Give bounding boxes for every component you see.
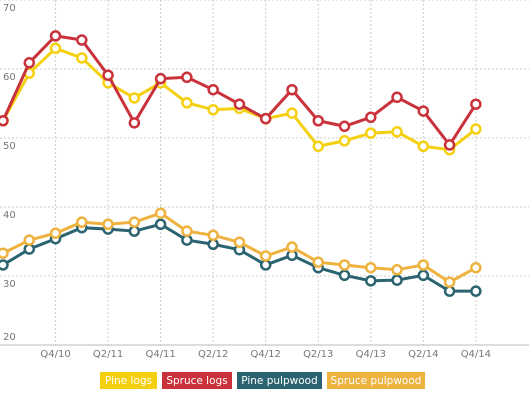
legend-item: Pine logs bbox=[100, 372, 157, 389]
data-point bbox=[338, 259, 351, 271]
data-point bbox=[181, 71, 193, 84]
data-point bbox=[417, 105, 430, 117]
data-point bbox=[365, 127, 377, 139]
data-point bbox=[417, 269, 430, 282]
y-tick-label: 20 bbox=[3, 332, 16, 343]
legend-item: Pine pulpwood bbox=[237, 372, 322, 389]
data-point bbox=[338, 120, 351, 133]
x-tick-label: Q2/14 bbox=[408, 349, 438, 360]
data-point bbox=[391, 91, 403, 104]
legend-item: Spruce logs bbox=[162, 372, 232, 389]
data-point bbox=[128, 92, 141, 104]
data-point bbox=[23, 243, 36, 255]
data-point bbox=[443, 139, 456, 151]
data-point bbox=[470, 123, 482, 135]
legend-label: Pine logs bbox=[105, 375, 152, 387]
data-point bbox=[233, 98, 246, 110]
legend-swatch bbox=[162, 372, 232, 389]
x-tick-label: Q2/11 bbox=[93, 349, 123, 360]
data-point bbox=[207, 238, 219, 251]
data-point bbox=[207, 103, 219, 116]
data-point bbox=[181, 225, 193, 237]
data-point bbox=[338, 135, 351, 147]
data-point bbox=[286, 241, 298, 253]
data-point bbox=[470, 285, 482, 297]
data-point bbox=[259, 259, 272, 271]
series-line bbox=[1, 34, 478, 148]
data-point bbox=[417, 140, 430, 153]
legend-label: Spruce logs bbox=[166, 375, 227, 387]
legend-swatch bbox=[100, 372, 157, 389]
data-point bbox=[154, 218, 167, 230]
data-point bbox=[286, 83, 298, 96]
data-point bbox=[443, 276, 456, 288]
data-point bbox=[0, 115, 9, 127]
data-point bbox=[154, 207, 167, 219]
x-tick-label: Q2/12 bbox=[198, 349, 228, 360]
x-tick-label: Q4/10 bbox=[40, 349, 70, 360]
data-point bbox=[76, 52, 88, 64]
data-point bbox=[128, 117, 141, 129]
data-point bbox=[49, 227, 62, 239]
x-tick-label: Q4/13 bbox=[356, 349, 386, 360]
data-point bbox=[338, 269, 351, 282]
data-point bbox=[391, 274, 403, 286]
data-point bbox=[207, 229, 219, 242]
legend-label: Spruce pulpwood bbox=[331, 375, 422, 387]
data-point bbox=[181, 234, 193, 246]
y-tick-label: 50 bbox=[3, 141, 16, 152]
data-point bbox=[312, 140, 324, 153]
y-tick-label: 40 bbox=[3, 210, 16, 221]
data-point bbox=[23, 234, 36, 246]
data-point bbox=[207, 83, 219, 96]
x-tick-label: Q4/11 bbox=[145, 349, 175, 360]
data-point bbox=[259, 112, 272, 125]
data-point bbox=[365, 261, 377, 274]
data-point bbox=[259, 250, 272, 262]
data-point bbox=[154, 72, 167, 85]
x-tick-label: Q2/13 bbox=[303, 349, 333, 360]
y-tick-label: 60 bbox=[3, 72, 16, 83]
data-point bbox=[312, 115, 324, 127]
data-point bbox=[0, 259, 9, 271]
data-point bbox=[391, 264, 403, 276]
y-tick-label: 70 bbox=[3, 3, 16, 14]
data-point bbox=[365, 111, 377, 124]
data-point bbox=[365, 275, 377, 287]
data-point bbox=[391, 126, 403, 138]
legend-swatch bbox=[237, 372, 322, 389]
data-point bbox=[102, 69, 114, 81]
data-point bbox=[49, 42, 62, 55]
data-point bbox=[49, 30, 62, 42]
y-tick-label: 30 bbox=[3, 279, 16, 290]
data-point bbox=[233, 236, 246, 248]
data-point bbox=[76, 34, 88, 46]
data-point bbox=[128, 225, 141, 237]
data-point bbox=[312, 256, 324, 268]
x-tick-label: Q4/14 bbox=[461, 349, 491, 360]
data-point bbox=[470, 261, 482, 274]
data-point bbox=[286, 107, 298, 119]
legend-item: Spruce pulpwood bbox=[327, 372, 425, 389]
data-point bbox=[128, 216, 141, 228]
data-point bbox=[443, 285, 456, 297]
data-point bbox=[23, 57, 36, 69]
x-tick-label: Q4/12 bbox=[251, 349, 281, 360]
data-point bbox=[102, 218, 114, 230]
data-point bbox=[417, 259, 430, 271]
data-point bbox=[181, 97, 193, 109]
series-line bbox=[2, 222, 476, 293]
legend-label: Pine pulpwood bbox=[241, 375, 317, 387]
legend-swatch bbox=[327, 372, 425, 389]
data-point bbox=[76, 216, 88, 228]
data-point bbox=[470, 98, 482, 110]
data-point bbox=[0, 247, 9, 259]
